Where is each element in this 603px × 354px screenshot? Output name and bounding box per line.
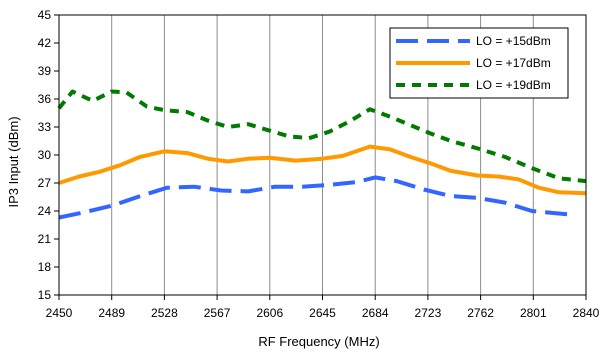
y-tick-label: 45 <box>38 8 52 22</box>
x-tick-label: 2450 <box>46 306 73 320</box>
y-tick-label: 30 <box>38 148 52 162</box>
legend: LO = +15dBm LO = +17dBm LO = +19dBm <box>389 27 569 99</box>
y-tick-label: 36 <box>38 92 52 106</box>
x-tick-label: 2645 <box>309 306 336 320</box>
x-tick-label: 2528 <box>151 306 178 320</box>
x-tick-label: 2801 <box>520 306 547 320</box>
x-tick-label: 2606 <box>256 306 283 320</box>
legend-label: LO = +19dBm <box>476 78 551 92</box>
y-tick-label: 15 <box>38 288 52 302</box>
y-axis: 15 18 21 24 27 30 33 36 39 42 45 <box>38 8 59 302</box>
y-tick-label: 42 <box>38 36 52 50</box>
y-tick-label: 39 <box>38 64 52 78</box>
x-tick-label: 2567 <box>204 306 231 320</box>
x-tick-label: 2723 <box>415 306 442 320</box>
x-axis: 2450 2489 2528 2567 2606 2645 2684 2723 2762 2801… <box>46 295 600 320</box>
x-axis-label: RF Frequency (MHz) <box>258 334 379 349</box>
series-layer <box>57 89 587 220</box>
y-tick-label: 33 <box>38 120 52 134</box>
legend-label: LO = +17dBm <box>476 56 551 70</box>
x-tick-label: 2840 <box>573 306 600 320</box>
y-tick-label: 24 <box>38 204 52 218</box>
y-tick-label: 21 <box>38 232 52 246</box>
y-axis-label: IP3 Input (dBm) <box>6 116 21 207</box>
series-line-1 <box>58 175 573 220</box>
series-line-3 <box>57 89 587 184</box>
x-tick-label: 2489 <box>98 306 125 320</box>
legend-label: LO = +15dBm <box>476 34 551 48</box>
y-tick-label: 27 <box>38 176 52 190</box>
series-line-2 <box>58 144 587 196</box>
y-tick-label: 18 <box>38 260 52 274</box>
x-tick-label: 2684 <box>362 306 389 320</box>
x-tick-label: 2762 <box>467 306 494 320</box>
